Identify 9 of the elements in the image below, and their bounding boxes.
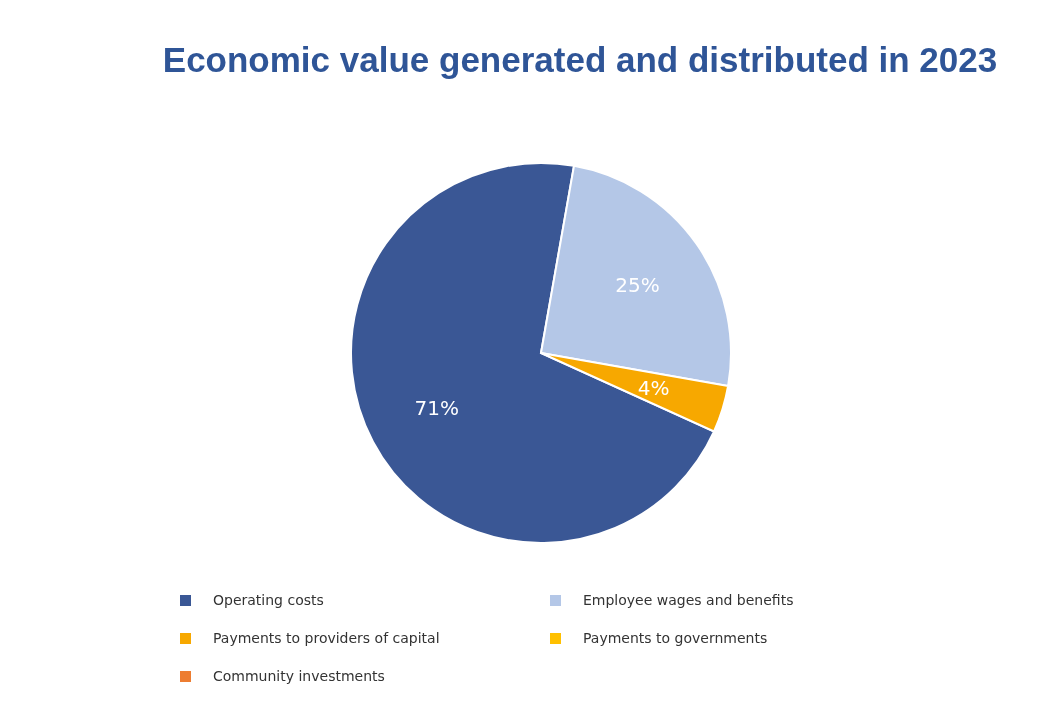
legend-label: Employee wages and benefits: [583, 592, 794, 608]
chart-title: Economic value generated and distributed in 2023: [161, 39, 999, 81]
data-label: 4%: [637, 375, 670, 400]
legend-label: Payments to providers of capital: [213, 630, 440, 646]
legend-label: Payments to governments: [583, 630, 768, 646]
data-label: 25%: [615, 273, 660, 298]
legend-label: Operating costs: [213, 592, 324, 608]
legend-label: Community investments: [213, 668, 385, 684]
data-label: 71%: [414, 395, 460, 420]
